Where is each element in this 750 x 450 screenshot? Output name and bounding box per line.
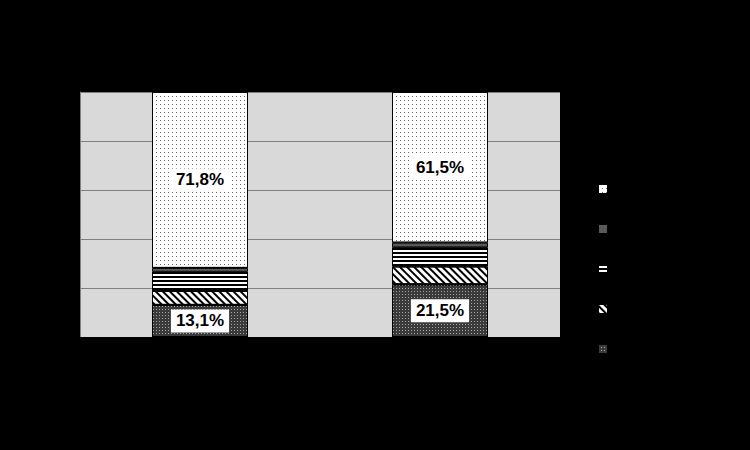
svg-text:71,8%: 71,8%: [176, 170, 224, 189]
svg-text:13,1%: 13,1%: [176, 311, 224, 330]
svg-text:21,5%: 21,5%: [416, 301, 464, 320]
svg-text:61,5%: 61,5%: [416, 158, 464, 177]
